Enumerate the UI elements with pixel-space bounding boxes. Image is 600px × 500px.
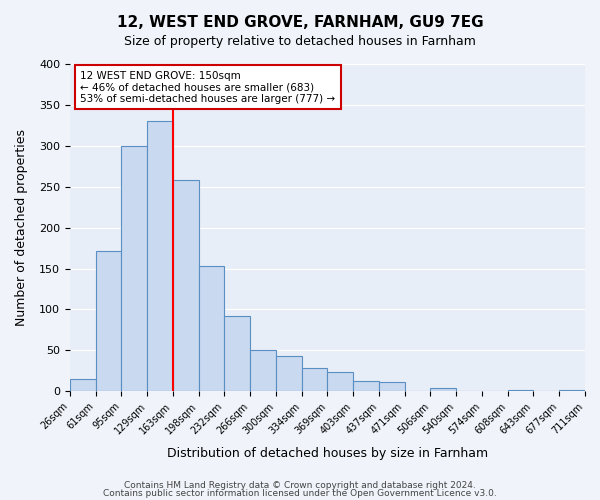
Y-axis label: Number of detached properties: Number of detached properties — [15, 129, 28, 326]
Bar — [199, 266, 224, 392]
Text: 12 WEST END GROVE: 150sqm
← 46% of detached houses are smaller (683)
53% of semi: 12 WEST END GROVE: 150sqm ← 46% of detac… — [80, 70, 335, 104]
Text: Contains HM Land Registry data © Crown copyright and database right 2024.: Contains HM Land Registry data © Crown c… — [124, 481, 476, 490]
Bar — [353, 380, 379, 392]
Text: 12, WEST END GROVE, FARNHAM, GU9 7EG: 12, WEST END GROVE, FARNHAM, GU9 7EG — [116, 15, 484, 30]
Bar — [121, 146, 147, 392]
Bar — [302, 368, 328, 392]
Bar — [96, 250, 121, 392]
Bar — [224, 316, 250, 392]
X-axis label: Distribution of detached houses by size in Farnham: Distribution of detached houses by size … — [167, 447, 488, 460]
Text: Contains public sector information licensed under the Open Government Licence v3: Contains public sector information licen… — [103, 488, 497, 498]
Bar — [430, 388, 456, 392]
Bar — [508, 390, 533, 392]
Bar — [147, 122, 173, 392]
Text: Size of property relative to detached houses in Farnham: Size of property relative to detached ho… — [124, 35, 476, 48]
Bar — [559, 390, 585, 392]
Bar — [250, 350, 276, 392]
Bar — [70, 379, 96, 392]
Bar — [173, 180, 199, 392]
Bar — [379, 382, 405, 392]
Bar — [276, 356, 302, 392]
Bar — [328, 372, 353, 392]
